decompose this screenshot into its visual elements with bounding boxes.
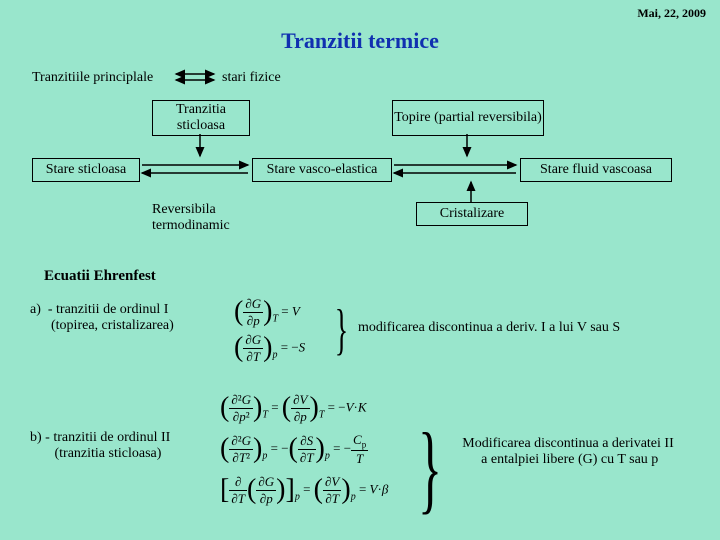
label-principale: Tranzitiile principlale	[32, 70, 153, 86]
date-label: Mai, 22, 2009	[637, 6, 706, 21]
item-a: a) - tranzitii de ordinul I (topirea, cr…	[30, 302, 174, 334]
eq-b3: [∂∂T(∂G∂p)]p = (∂V∂T)p = V·β	[220, 474, 388, 507]
box-stare-fluid: Stare fluid vascoasa	[520, 158, 672, 182]
label-stari-fizice: stari fizice	[222, 70, 281, 86]
box-stare-vasco: Stare vasco-elastica	[252, 158, 392, 182]
eq-b1: (∂²G∂p²)T = (∂V∂p)T = −V·K	[220, 392, 367, 425]
page-title: Tranzitii termice	[0, 28, 720, 54]
label-mod-a: modificarea discontinua a deriv. I a lui…	[358, 320, 620, 336]
label-reversibila: Reversibila termodinamic	[152, 202, 230, 234]
box-topire: Topire (partial reversibila)	[392, 100, 544, 136]
box-tranzitia-sticloasa: Tranzitia sticloasa	[152, 100, 250, 136]
section-ecuatii: Ecuatii Ehrenfest	[44, 268, 156, 285]
brace-a: }	[335, 302, 348, 358]
box-stare-sticloasa: Stare sticloasa	[32, 158, 140, 182]
eq-a2: (∂G∂T)p = −S	[234, 332, 305, 365]
item-b: b) - tranzitii de ordinul II (tranzitia …	[30, 430, 170, 462]
eq-a1: (∂G∂p)T = V	[234, 296, 300, 329]
label-mod-b: Modificarea discontinua a derivatei II a…	[438, 436, 698, 468]
eq-b2: (∂²G∂T²)p = −(∂S∂T)p = −CpT	[220, 432, 368, 467]
box-cristalizare: Cristalizare	[416, 202, 528, 226]
